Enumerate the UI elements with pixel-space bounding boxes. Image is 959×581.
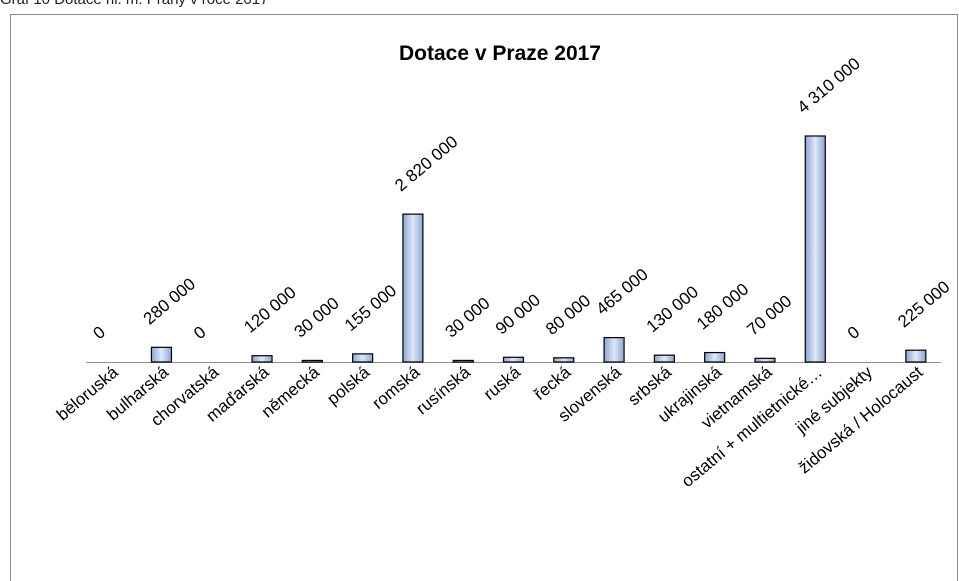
bar: [905, 349, 927, 363]
bar: [804, 135, 826, 363]
bar: [402, 213, 424, 363]
chart-title: Dotace v Praze 2017: [399, 42, 601, 65]
bar: [452, 359, 474, 363]
bar: [553, 357, 575, 363]
bar: [704, 351, 726, 363]
bar: [502, 356, 525, 363]
caption: Graf 10 Dotace hl. m. Prahy v roce 2017: [0, 0, 268, 8]
bar: [754, 357, 776, 363]
bar: [150, 346, 173, 363]
chart-frame: [10, 14, 958, 581]
bar: [251, 355, 273, 363]
bar: [603, 337, 625, 363]
bar: [301, 359, 323, 363]
bar: [653, 354, 675, 363]
bar: [352, 353, 374, 363]
